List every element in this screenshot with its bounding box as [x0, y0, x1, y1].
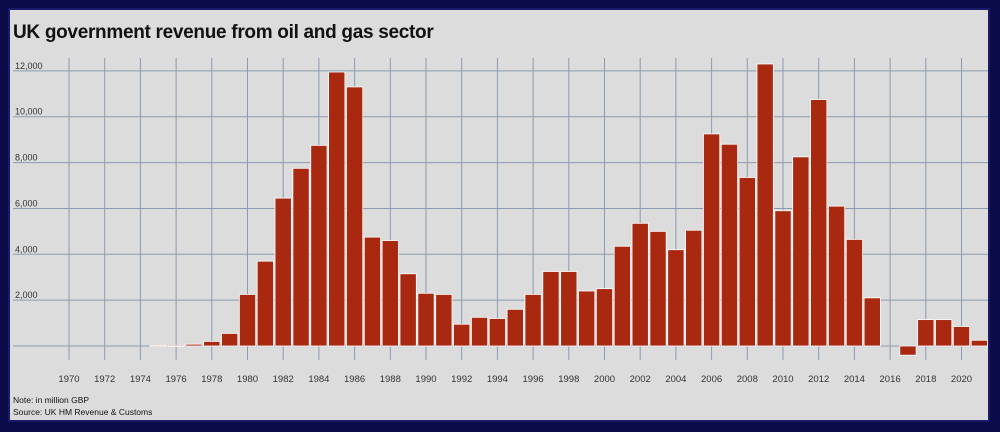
bar-1996: [524, 294, 542, 347]
bar-1983: [292, 167, 310, 347]
bar-2009: [756, 63, 774, 347]
x-tick-label: 2010: [772, 374, 793, 385]
bar-1995: [506, 308, 524, 347]
bar-1994: [488, 318, 506, 347]
chart-source: Source: UK HM Revenue & Customs: [13, 407, 153, 417]
bar-1981: [256, 260, 274, 347]
bar-2003: [649, 230, 667, 347]
bar-1987: [363, 236, 381, 347]
x-tick-label: 2020: [951, 374, 972, 385]
bar-1990: [417, 292, 435, 347]
bar-1986: [346, 86, 364, 347]
bar-1976: [167, 344, 185, 347]
bar-1993: [470, 316, 489, 347]
x-tick-label: 2014: [844, 374, 865, 385]
x-tick-label: 2018: [915, 374, 936, 385]
bar-2010: [774, 210, 792, 347]
bar-1988: [381, 240, 399, 347]
y-tick-label: 6,000: [15, 198, 38, 208]
chart-note: Note: in million GBP: [13, 395, 90, 405]
x-tick-label: 1990: [415, 374, 436, 385]
bar-1989: [399, 273, 417, 347]
y-tick-label: 2,000: [15, 290, 38, 300]
bar-1980: [238, 294, 257, 347]
bar-2000: [595, 288, 614, 347]
bar-2017: [899, 345, 917, 356]
y-tick-label: 12,000: [15, 61, 43, 71]
bar-2001: [613, 245, 631, 347]
x-tick-label: 2012: [808, 374, 829, 385]
bar-1978: [203, 341, 221, 347]
bar-2002: [631, 222, 649, 347]
x-tick-label: 1974: [130, 374, 151, 385]
bar-2018: [917, 319, 935, 347]
bar-2021: [970, 339, 988, 347]
bar-1999: [578, 290, 596, 347]
bar-1985: [328, 71, 346, 347]
x-tick-label: 1970: [58, 374, 79, 385]
x-tick-label: 1980: [237, 374, 258, 385]
bar-2012: [810, 99, 828, 347]
bar-2007: [720, 143, 738, 347]
x-tick-label: 1984: [308, 374, 329, 385]
bar-2011: [792, 156, 810, 347]
y-tick-label: 4,000: [15, 244, 38, 254]
x-tick-label: 1972: [94, 374, 115, 385]
bar-1991: [435, 294, 453, 347]
x-tick-label: 2000: [594, 374, 615, 385]
bar-2006: [703, 133, 721, 347]
x-tick-label: 1992: [451, 374, 472, 385]
y-tick-label: 10,000: [15, 107, 43, 117]
x-tick-label: 1988: [380, 374, 401, 385]
bar-2014: [845, 238, 863, 347]
x-tick-label: 2002: [630, 374, 651, 385]
bar-1977: [185, 343, 203, 347]
bar-1992: [453, 323, 471, 347]
x-tick-label: 2004: [665, 374, 686, 385]
bar-2015: [863, 297, 881, 347]
bar-1998: [560, 271, 578, 347]
bar-2020: [952, 326, 971, 347]
x-tick-label: 2008: [737, 374, 758, 385]
bar-1982: [274, 197, 292, 347]
x-tick-label: 2016: [880, 374, 901, 385]
bar-chart: 2,000 4,000 6,000 8,000 10,000 12,000 1970 1972…: [13, 58, 988, 385]
y-tick-label: 8,000: [15, 153, 38, 163]
x-tick-label: 1976: [166, 374, 187, 385]
chart-frame: UK government revenue from oil and gas s…: [8, 8, 990, 422]
x-tick-label: 1986: [344, 374, 365, 385]
x-tick-label: 1996: [523, 374, 544, 385]
x-tick-label: 1994: [487, 374, 508, 385]
bar-2005: [685, 229, 703, 347]
x-tick-label: 2006: [701, 374, 722, 385]
bar-1975: [149, 345, 167, 347]
bar-2008: [738, 177, 756, 347]
bar-2004: [667, 249, 685, 347]
x-tick-label: 1982: [273, 374, 294, 385]
bar-2013: [828, 205, 846, 347]
bar-1984: [310, 144, 328, 347]
bar-1997: [542, 271, 560, 347]
x-tick-label: 1978: [201, 374, 222, 385]
bar-1979: [221, 332, 239, 347]
bar-2019: [935, 319, 953, 347]
x-tick-label: 1998: [558, 374, 579, 385]
chart-title: UK government revenue from oil and gas s…: [13, 22, 434, 43]
